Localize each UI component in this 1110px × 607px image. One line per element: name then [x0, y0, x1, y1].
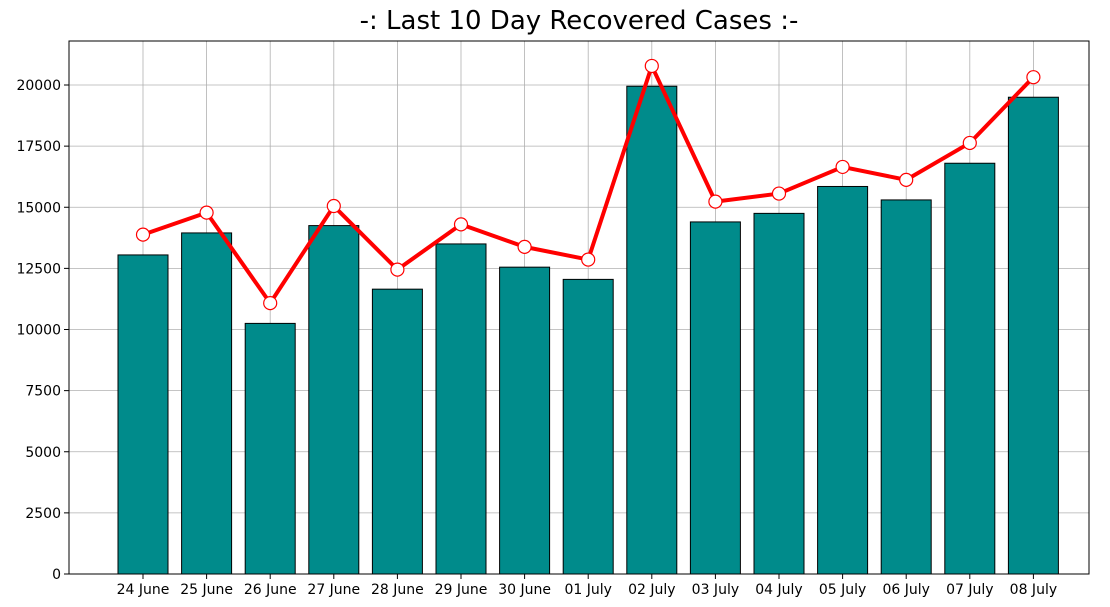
- bar-05-july: [817, 185, 869, 575]
- y-tick-label: 12500: [16, 261, 61, 277]
- x-tick-label: 06 July: [882, 582, 929, 598]
- y-tick-label: 20000: [16, 78, 61, 94]
- line-point-28-june: [390, 262, 405, 277]
- line-point-26-june: [263, 295, 278, 311]
- line-point-04-july: [771, 186, 787, 201]
- y-tick-label: 10000: [16, 323, 61, 339]
- y-tick-label: 7500: [25, 384, 61, 400]
- y-tick-label: 17500: [16, 139, 61, 155]
- line-point-30-june: [517, 239, 532, 254]
- line-point-08-july: [1026, 70, 1041, 85]
- x-tick-label: 05 July: [819, 582, 866, 598]
- x-tick-label: 28 June: [371, 582, 424, 598]
- x-tick-label: 04 July: [755, 582, 802, 598]
- line-markers: [135, 58, 1041, 311]
- x-tick-label: 24 June: [117, 582, 170, 598]
- line-point-07-july: [962, 135, 977, 151]
- line-point-24-june: [135, 227, 151, 242]
- bar-06-july: [880, 199, 932, 575]
- chart-title: -: Last 10 Day Recovered Cases :-: [359, 6, 799, 36]
- bar-28-june: [371, 288, 423, 575]
- bar-30-june: [499, 266, 551, 575]
- line-point-29-june: [453, 217, 469, 232]
- x-tick-label: 07 July: [946, 582, 993, 598]
- bar-26-june: [244, 322, 296, 575]
- bar-29-june: [435, 243, 487, 575]
- bar-04-july: [753, 212, 805, 575]
- x-tick-label: 08 July: [1010, 582, 1057, 598]
- y-tick-label: 0: [52, 567, 61, 583]
- x-tick-label: 29 June: [435, 582, 488, 598]
- bar-25-june: [181, 232, 233, 575]
- y-tick-label: 5000: [25, 445, 61, 461]
- line-point-25-june: [199, 205, 214, 220]
- y-axis: 0 2500 5000 7500 10000 12500 15000 17500 20000: [16, 78, 69, 583]
- x-tick-label: 26 June: [244, 582, 297, 598]
- x-tick-label: 01 July: [564, 582, 611, 598]
- bar-07-july: [944, 162, 996, 575]
- line-point-01-july: [581, 252, 596, 267]
- y-tick-label: 15000: [16, 200, 61, 216]
- line-point-27-june: [326, 198, 341, 214]
- line-point-03-july: [708, 194, 723, 209]
- x-tick-label: 27 June: [307, 582, 360, 598]
- y-tick-label: 2500: [25, 506, 61, 522]
- bar-01-july: [562, 278, 614, 575]
- x-tick-label: 25 June: [180, 582, 233, 598]
- bar-series: [117, 85, 1059, 575]
- x-tick-label: 03 July: [692, 582, 739, 598]
- x-tick-label: 30 June: [498, 582, 551, 598]
- bar-03-july: [689, 221, 741, 575]
- x-tick-label: 02 July: [628, 582, 675, 598]
- bar-27-june: [308, 225, 360, 575]
- line-point-05-july: [835, 159, 850, 175]
- axes-frame: [68, 40, 1090, 575]
- bar-02-july: [626, 85, 678, 575]
- bar-24-june: [117, 254, 169, 575]
- x-axis: 24 June 25 June 26 June 27 June 28 June 29 Ju…: [117, 574, 1057, 598]
- line-point-06-july: [899, 172, 914, 187]
- bar-08-july: [1007, 96, 1059, 575]
- line-point-02-july: [644, 58, 659, 74]
